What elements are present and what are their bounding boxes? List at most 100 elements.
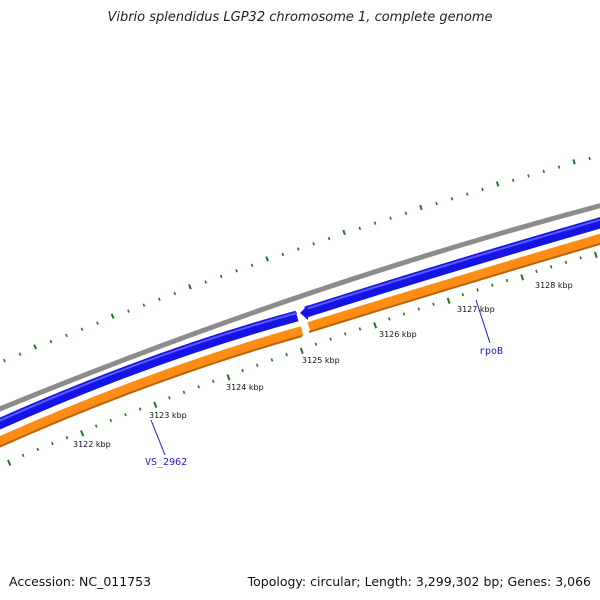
inner-tick-major	[7, 459, 12, 466]
gene-label-rpob[interactable]: rpoB	[479, 346, 503, 357]
genome-summary-text: Topology: circular; Length: 3,299,302 bp…	[247, 574, 591, 589]
inner-tick-minor	[109, 418, 113, 423]
scale-label-3124: 3124 kbp	[226, 383, 264, 392]
inner-tick-minor	[564, 260, 568, 264]
outer-tick-major	[572, 159, 576, 165]
inner-tick-minor	[329, 337, 332, 341]
forward-gene-arrowhead	[300, 305, 308, 320]
inner-tick-minor	[212, 379, 215, 384]
forward-gene-feature-left	[0, 310, 299, 430]
outer-tick-major	[33, 344, 37, 350]
gene-leader-line	[150, 419, 166, 456]
outer-tick-minor	[557, 165, 561, 169]
outer-tick-minor	[96, 321, 99, 325]
outer-tick-minor	[312, 242, 315, 246]
outer-tick-major	[110, 313, 115, 319]
inner-tick-major	[520, 274, 525, 281]
scale-label-3123: 3123 kbp	[149, 411, 187, 420]
outer-tick-minor	[65, 333, 68, 338]
gene-label-rpob-group[interactable]: rpoB	[475, 299, 503, 357]
inner-tick-minor	[417, 307, 420, 311]
inner-tick-minor	[36, 447, 40, 452]
inner-tick-minor	[505, 278, 509, 283]
reverse-gene-feature-left-shadow	[0, 335, 303, 448]
outer-tick-minor	[327, 236, 331, 241]
inner-tick-minor	[124, 412, 127, 417]
gene-leader-line	[475, 299, 491, 344]
outer-tick-minor	[358, 226, 362, 230]
backbone-track	[0, 203, 600, 412]
inner-tick-major	[594, 251, 598, 259]
outer-tick-major	[342, 229, 346, 236]
inner-tick-minor	[314, 342, 318, 346]
inner-tick-major	[153, 401, 158, 408]
outer-tick-minor	[511, 178, 515, 183]
outer-tick-minor	[542, 169, 545, 174]
inner-tick-minor	[491, 283, 494, 287]
inner-tick-major	[446, 297, 451, 305]
outer-tick-minor	[281, 252, 285, 257]
inner-tick-major	[80, 430, 85, 437]
scale-label-3128: 3128 kbp	[535, 281, 573, 290]
scale-label-3125: 3125 kbp	[302, 356, 340, 365]
outer-tick-minor	[235, 269, 238, 273]
outer-tick-major	[188, 284, 192, 290]
inner-tick-minor	[432, 302, 435, 306]
inner-tick-minor	[344, 332, 347, 336]
scale-label-3126: 3126 kbp	[379, 330, 417, 339]
inner-tick-minor	[402, 312, 406, 316]
outer-tick-major	[419, 204, 423, 211]
scale-label-3122: 3122 kbp	[73, 440, 111, 449]
inner-tick-minor	[65, 436, 69, 440]
inner-tick-major	[226, 374, 231, 381]
outer-tick-minor	[527, 174, 530, 178]
inner-tick-minor	[21, 453, 25, 458]
inner-tick-minor	[51, 441, 54, 446]
outer-tick-minor	[435, 201, 438, 206]
inner-tick-minor	[138, 407, 142, 411]
forward-gene-feature-left-highlight	[0, 312, 298, 422]
inner-tick-minor	[197, 385, 200, 389]
gene-label-vs2962[interactable]: VS_2962	[145, 457, 187, 468]
forward-gene-feature-right-highlight	[305, 218, 600, 310]
map-title: Vibrio splendidus LGP32 chromosome 1, co…	[107, 10, 493, 25]
outer-tick-minor	[49, 339, 53, 344]
inner-tick-minor	[182, 390, 186, 394]
inner-tick-minor	[285, 352, 288, 357]
outer-tick-minor	[219, 274, 223, 279]
inner-tick-minor	[255, 363, 259, 367]
outer-tick-minor	[18, 352, 22, 356]
outer-tick-minor	[204, 280, 208, 284]
reverse-gene-feature-right-shadow	[308, 242, 600, 333]
inner-tick-minor	[94, 424, 98, 428]
scale-label-3127: 3127 kbp	[457, 305, 495, 314]
scale-labels: 3122 kbp 3123 kbp 3124 kbp 3125 kbp 3126…	[73, 281, 573, 449]
reverse-gene-feature-right	[307, 233, 600, 332]
inner-tick-minor	[168, 396, 171, 400]
inner-tick-minor	[550, 265, 553, 269]
inner-tick-minor	[535, 269, 538, 274]
forward-strand-track	[0, 217, 600, 430]
outer-tick-minor	[250, 263, 254, 267]
outer-tick-minor	[173, 291, 177, 296]
outer-tick-major	[495, 181, 500, 187]
inner-tick-minor	[270, 358, 274, 362]
outer-tick-minor	[158, 297, 161, 301]
inner-tick-major	[373, 322, 378, 329]
outer-tick-minor	[127, 309, 130, 313]
outer-tick-ring	[3, 156, 591, 363]
outer-tick-minor	[80, 327, 84, 331]
inner-tick-minor	[358, 327, 362, 331]
reverse-strand-track	[0, 233, 600, 448]
outer-tick-minor	[297, 247, 300, 251]
outer-tick-minor	[3, 358, 6, 363]
inner-tick-minor	[461, 292, 465, 297]
gene-label-vs2962-group[interactable]: VS_2962	[145, 419, 187, 468]
outer-tick-minor	[404, 211, 408, 215]
accession-text: Accession: NC_011753	[9, 574, 152, 589]
inner-tick-major	[299, 347, 304, 354]
inner-tick-minor	[476, 288, 479, 292]
outer-tick-minor	[481, 187, 484, 192]
